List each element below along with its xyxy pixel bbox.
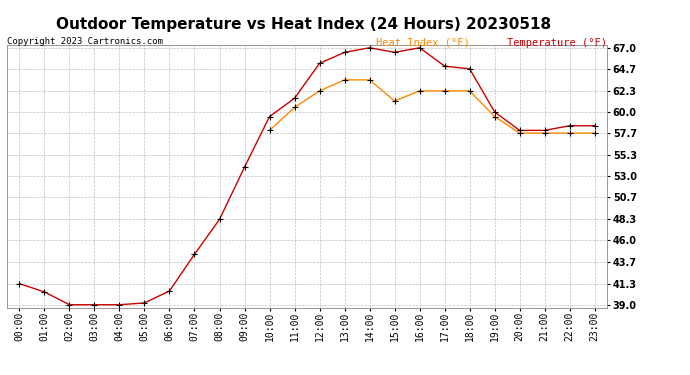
Text: Heat Index (°F): Heat Index (°F) — [376, 38, 470, 48]
Text: Temperature (°F): Temperature (°F) — [507, 38, 607, 48]
Text: Copyright 2023 Cartronics.com: Copyright 2023 Cartronics.com — [7, 38, 163, 46]
Text: Outdoor Temperature vs Heat Index (24 Hours) 20230518: Outdoor Temperature vs Heat Index (24 Ho… — [56, 17, 551, 32]
